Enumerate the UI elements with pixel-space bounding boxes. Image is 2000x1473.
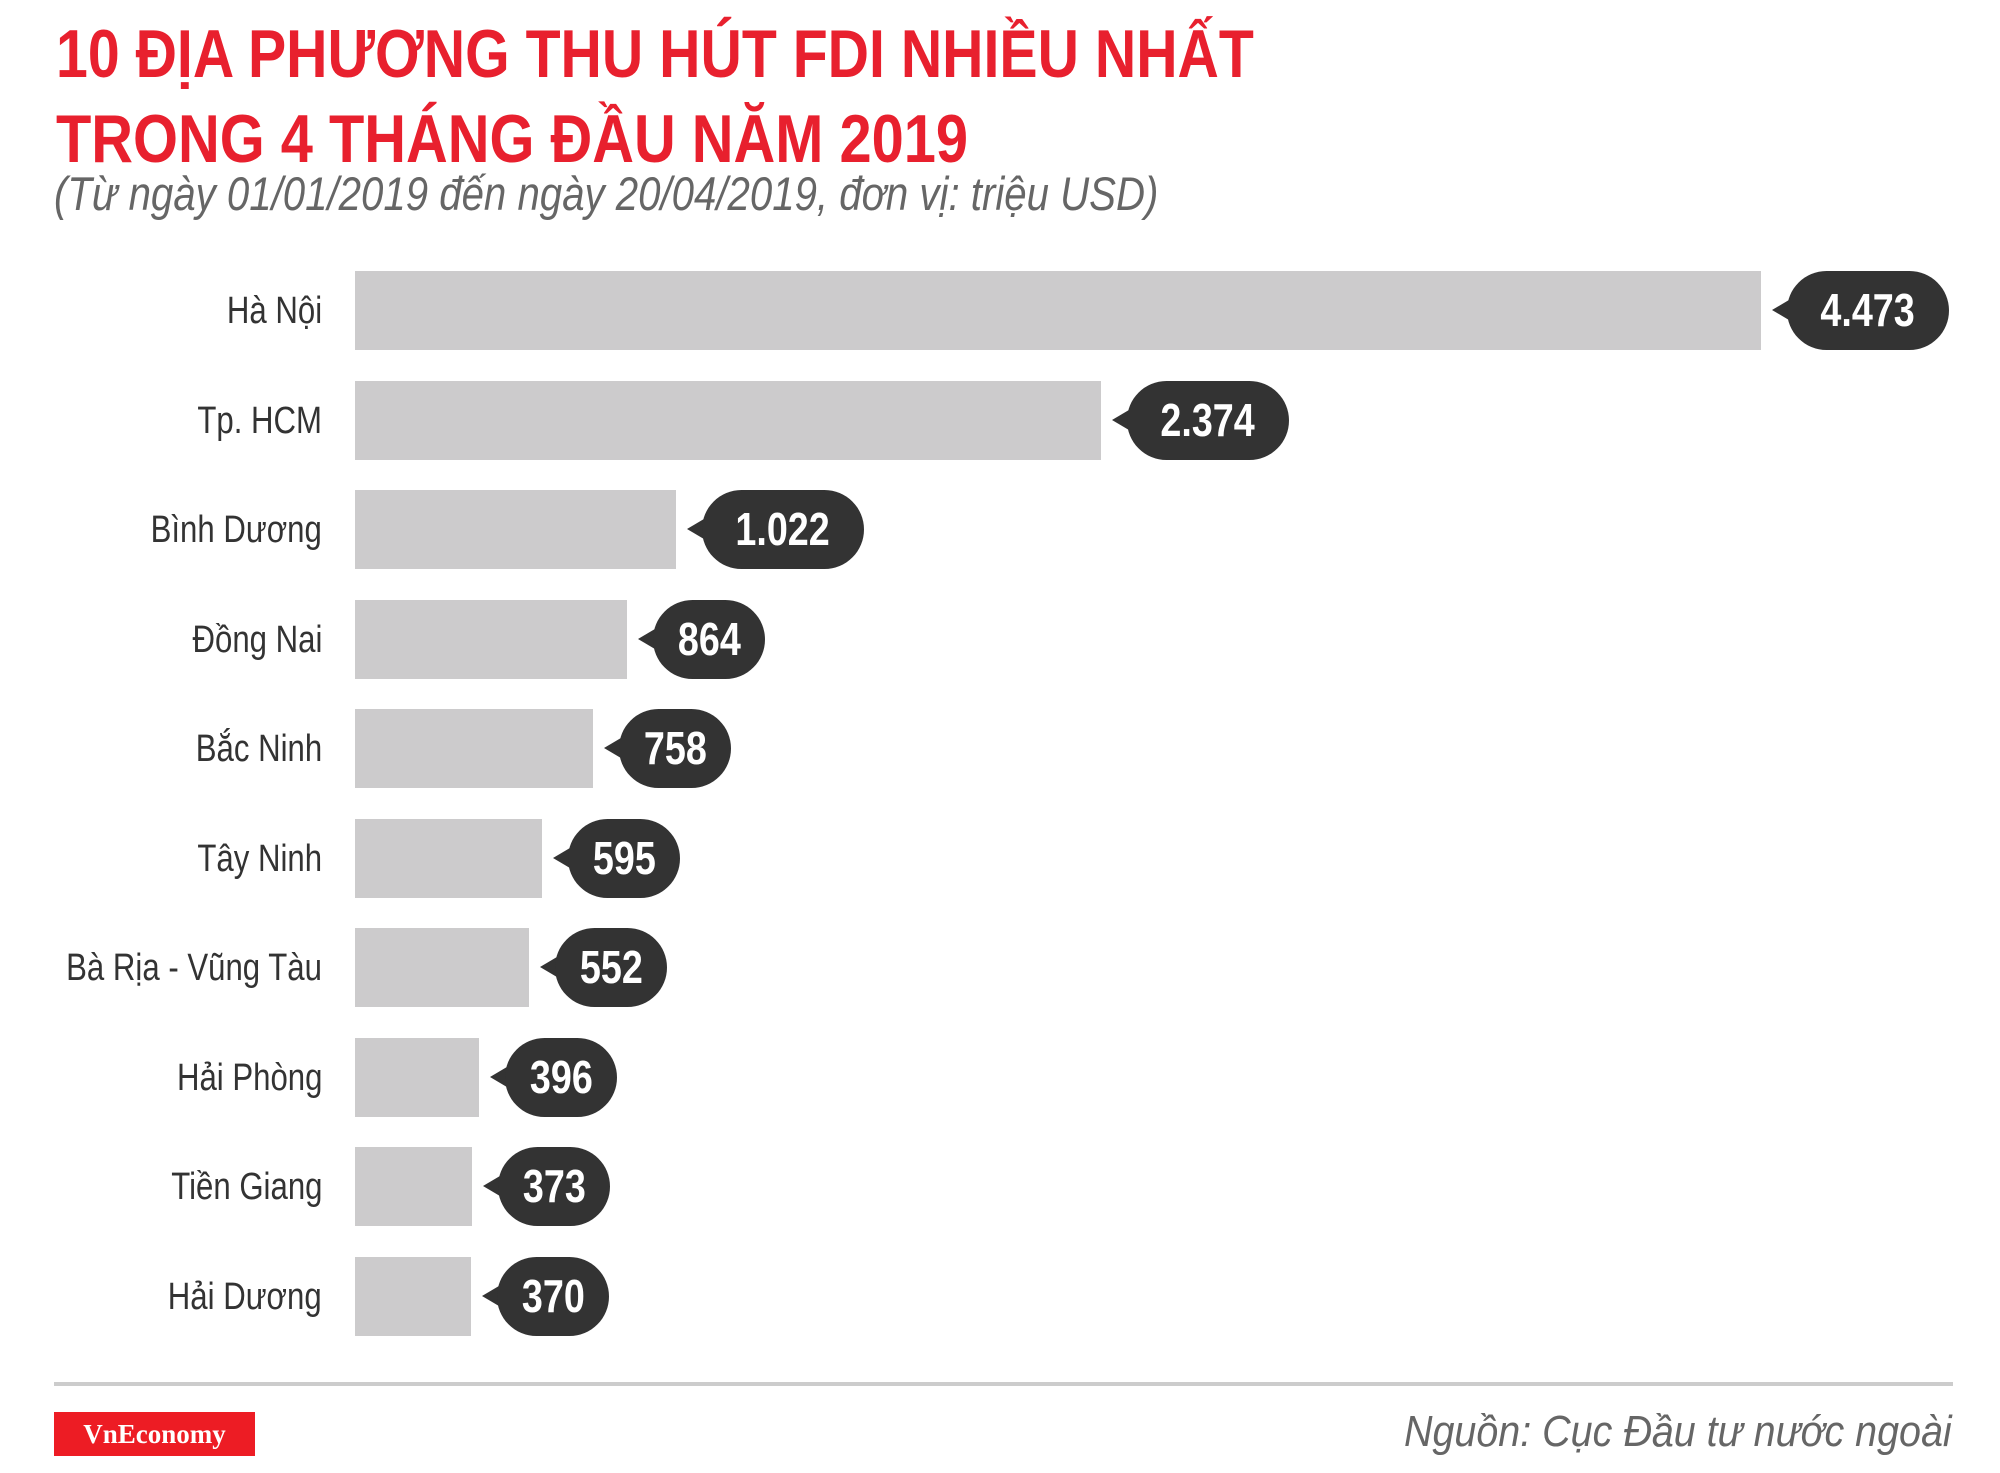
chart-title-line-2: TRONG 4 THÁNG ĐẦU NĂM 2019 — [56, 101, 969, 177]
footer-divider — [54, 1382, 1953, 1386]
value-label: 396 — [529, 1051, 593, 1103]
category-label: Hà Nội — [226, 290, 322, 332]
bar — [355, 381, 1101, 460]
value-label: 552 — [579, 941, 643, 993]
category-label: Tây Ninh — [197, 838, 322, 880]
vneconomy-logo: VnEconomy — [54, 1412, 255, 1456]
value-label-box: 1.022 — [702, 490, 864, 569]
bar — [355, 271, 1761, 350]
value-label: 1.022 — [735, 503, 831, 555]
value-label: 2.374 — [1160, 394, 1256, 446]
category-label: Tiền Giang — [170, 1166, 322, 1208]
value-label-box: 2.374 — [1127, 381, 1289, 460]
category-label: Hải Phòng — [176, 1057, 322, 1099]
value-label-box: 758 — [619, 709, 731, 788]
value-label-box: 552 — [555, 928, 667, 1007]
value-label-box: 370 — [497, 1257, 609, 1336]
value-label-box: 595 — [568, 819, 680, 898]
value-label-box: 396 — [505, 1038, 617, 1117]
value-label: 373 — [522, 1160, 586, 1212]
bar — [355, 1147, 472, 1226]
category-label: Tp. HCM — [197, 400, 322, 442]
value-label: 370 — [521, 1270, 585, 1322]
source-note: Nguồn: Cục Đầu tư nước ngoài — [1404, 1407, 1952, 1456]
value-label: 595 — [592, 832, 656, 884]
bar — [355, 819, 542, 898]
chart-title-line-1: 10 ĐỊA PHƯƠNG THU HÚT FDI NHIỀU NHẤT — [56, 16, 1254, 92]
value-label-box: 864 — [653, 600, 765, 679]
bar — [355, 1038, 479, 1117]
category-label: Đồng Nai — [192, 619, 322, 661]
category-label: Bình Dương — [150, 509, 322, 551]
category-label: Bắc Ninh — [195, 728, 322, 770]
bar — [355, 928, 529, 1007]
value-label: 4.473 — [1820, 284, 1916, 336]
value-label: 864 — [677, 613, 741, 665]
category-label: Hải Dương — [168, 1276, 322, 1318]
value-label: 758 — [643, 722, 707, 774]
bar — [355, 600, 627, 679]
bar — [355, 709, 593, 788]
chart-subtitle: (Từ ngày 01/01/2019 đến ngày 20/04/2019,… — [54, 167, 1159, 220]
bar — [355, 1257, 471, 1336]
value-label-box: 373 — [498, 1147, 610, 1226]
bar — [355, 490, 676, 569]
category-label: Bà Rịa - Vũng Tàu — [66, 947, 322, 989]
value-label-box: 4.473 — [1787, 271, 1949, 350]
